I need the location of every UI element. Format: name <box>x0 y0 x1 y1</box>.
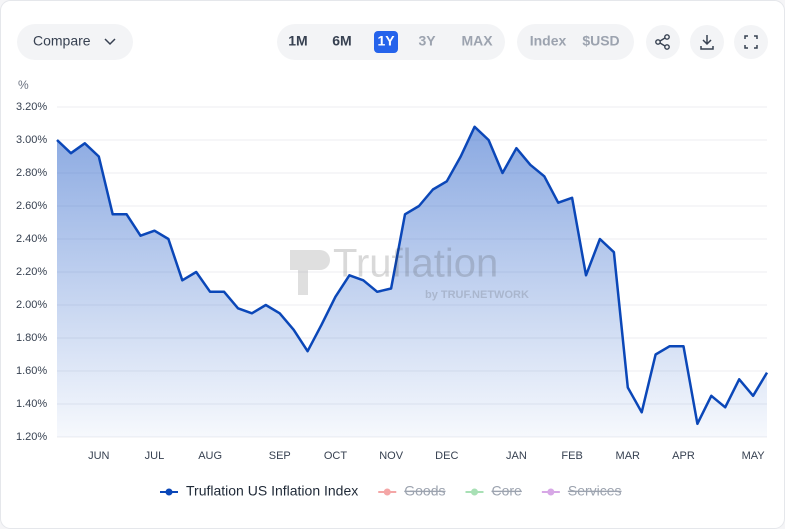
x-tick-label: SEP <box>269 450 291 462</box>
y-tick-label: 3.00% <box>16 134 47 146</box>
fullscreen-button[interactable] <box>734 25 768 59</box>
y-tick-label: 1.60% <box>16 365 47 377</box>
y-tick-label: 1.20% <box>16 431 47 443</box>
legend-label[interactable]: Truflation US Inflation Index <box>186 483 358 499</box>
unit-button[interactable]: Index <box>530 33 567 49</box>
x-tick-label: AUG <box>198 450 222 462</box>
y-tick-label: 1.40% <box>16 398 47 410</box>
range-active-bg[interactable] <box>374 31 398 53</box>
watermark-subtitle: by TRUF.NETWORK <box>425 289 529 301</box>
x-tick-label: FEB <box>561 450 582 462</box>
legend-marker-dot <box>547 488 555 496</box>
x-tick-label: DEC <box>435 450 458 462</box>
legend-label[interactable]: Core <box>492 483 523 499</box>
y-tick-label: 2.80% <box>16 167 47 179</box>
x-tick-label: MAY <box>742 450 766 462</box>
download-button[interactable] <box>690 25 724 59</box>
y-tick-label: 2.40% <box>16 233 47 245</box>
x-tick-label: APR <box>672 450 695 462</box>
range-button[interactable]: 6M <box>332 33 351 49</box>
compare-button[interactable]: Compare <box>17 24 133 60</box>
legend-marker-dot <box>383 488 391 496</box>
legend-item[interactable]: Goods <box>378 483 446 499</box>
legend-item[interactable]: Services <box>541 483 622 499</box>
share-button[interactable] <box>646 25 680 59</box>
y-tick-label: 2.00% <box>16 299 47 311</box>
x-tick-label: JUN <box>88 450 109 462</box>
watermark: Truflation by TRUF.NETWORK <box>290 242 529 301</box>
x-tick-label: JAN <box>506 450 527 462</box>
range-button[interactable]: MAX <box>461 33 493 49</box>
y-tick-label: 3.20% <box>16 101 47 113</box>
legend-marker-dot <box>165 488 173 496</box>
x-tick-label: NOV <box>379 450 404 462</box>
legend-item[interactable]: Truflation US Inflation Index <box>160 483 358 499</box>
y-tick-label: 1.80% <box>16 332 47 344</box>
legend-marker-dot <box>471 488 478 496</box>
range-button[interactable]: 3Y <box>418 33 436 49</box>
legend-item[interactable]: Core <box>465 483 523 499</box>
y-tick-label: 2.20% <box>16 266 47 278</box>
range-button[interactable]: 1M <box>288 33 307 49</box>
y-axis-label: % <box>18 78 29 92</box>
area <box>57 126 767 438</box>
y-tick-label: 2.60% <box>16 200 47 212</box>
x-tick-label: JUL <box>145 450 165 462</box>
range-button[interactable]: 1Y <box>377 33 395 49</box>
unit-group <box>517 24 634 60</box>
x-tick-label: MAR <box>616 450 641 462</box>
compare-label[interactable]: Compare <box>33 33 91 49</box>
watermark-title: Truflation <box>333 242 498 286</box>
legend-label[interactable]: Goods <box>404 483 445 499</box>
x-tick-label: OCT <box>324 450 348 462</box>
unit-button[interactable]: $USD <box>582 33 619 49</box>
legend-label[interactable]: Services <box>568 483 622 499</box>
line <box>56 125 769 426</box>
